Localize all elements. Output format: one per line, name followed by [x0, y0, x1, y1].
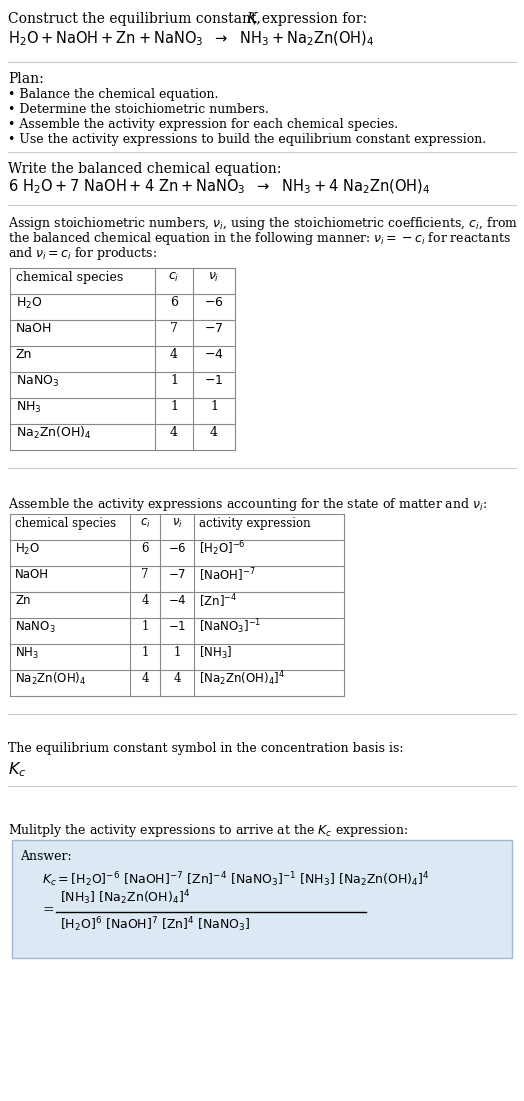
Text: • Balance the chemical equation.: • Balance the chemical equation. — [8, 88, 219, 101]
Text: Zn: Zn — [15, 595, 30, 608]
Text: Write the balanced chemical equation:: Write the balanced chemical equation: — [8, 162, 281, 176]
Text: 4: 4 — [170, 349, 178, 361]
Text: 1: 1 — [170, 401, 178, 414]
Text: • Use the activity expressions to build the equilibrium constant expression.: • Use the activity expressions to build … — [8, 133, 486, 146]
FancyBboxPatch shape — [10, 268, 235, 450]
Text: 4: 4 — [170, 426, 178, 439]
Text: NaOH: NaOH — [16, 323, 52, 336]
Text: $\mathregular{[Na_2Zn(OH)_4]^4}$: $\mathregular{[Na_2Zn(OH)_4]^4}$ — [199, 669, 285, 688]
Text: $-7$: $-7$ — [204, 323, 224, 336]
Text: Assign stoichiometric numbers, $\nu_i$, using the stoichiometric coefficients, $: Assign stoichiometric numbers, $\nu_i$, … — [8, 215, 518, 232]
Text: The equilibrium constant symbol in the concentration basis is:: The equilibrium constant symbol in the c… — [8, 742, 403, 755]
Text: $\mathregular{Na_2Zn(OH)_4}$: $\mathregular{Na_2Zn(OH)_4}$ — [15, 671, 86, 687]
Text: $-6$: $-6$ — [204, 296, 224, 309]
Text: $-6$: $-6$ — [168, 543, 187, 556]
Text: $\mathregular{[NH_3]}$: $\mathregular{[NH_3]}$ — [199, 645, 233, 661]
Text: Mulitply the activity expressions to arrive at the $K_c$ expression:: Mulitply the activity expressions to arr… — [8, 822, 408, 839]
Text: $\mathregular{NH_3}$: $\mathregular{NH_3}$ — [15, 645, 39, 661]
Text: =: = — [42, 903, 53, 917]
Text: NaOH: NaOH — [15, 568, 49, 581]
Text: $\mathregular{NaNO_3}$: $\mathregular{NaNO_3}$ — [15, 620, 56, 634]
Text: $\mathregular{Na_2Zn(OH)_4}$: $\mathregular{Na_2Zn(OH)_4}$ — [16, 425, 92, 442]
Text: 7: 7 — [170, 323, 178, 336]
Text: chemical species: chemical species — [16, 271, 123, 283]
Text: $\mathregular{6\ H_2O + 7\ NaOH + 4\ Zn + NaNO_3}$  $\mathregular{\rightarrow}$ : $\mathregular{6\ H_2O + 7\ NaOH + 4\ Zn … — [8, 178, 431, 196]
Text: 4: 4 — [141, 595, 149, 608]
Text: 6: 6 — [141, 543, 149, 556]
Text: • Assemble the activity expression for each chemical species.: • Assemble the activity expression for e… — [8, 118, 398, 131]
Text: $\nu_i$: $\nu_i$ — [209, 271, 220, 284]
Text: Zn: Zn — [16, 349, 32, 361]
FancyBboxPatch shape — [10, 514, 344, 696]
Text: $[\mathrm{NH_3}]\ [\mathrm{Na_2Zn(OH)_4}]^{4}$: $[\mathrm{NH_3}]\ [\mathrm{Na_2Zn(OH)_4}… — [60, 889, 190, 907]
Text: $\mathregular{H_2O + NaOH + Zn + NaNO_3}$  $\mathregular{\rightarrow}$  $\mathre: $\mathregular{H_2O + NaOH + Zn + NaNO_3}… — [8, 30, 375, 48]
Text: $\mathregular{[NaOH]^{-7}}$: $\mathregular{[NaOH]^{-7}}$ — [199, 566, 256, 584]
Text: $-1$: $-1$ — [168, 621, 186, 633]
Text: Assemble the activity expressions accounting for the state of matter and $\nu_i$: Assemble the activity expressions accoun… — [8, 495, 487, 513]
Text: $\mathregular{[H_2O]^{-6}}$: $\mathregular{[H_2O]^{-6}}$ — [199, 539, 246, 558]
Text: 1: 1 — [170, 374, 178, 388]
Text: $\nu_i$: $\nu_i$ — [171, 516, 182, 530]
Text: $-1$: $-1$ — [204, 374, 224, 388]
Text: Plan:: Plan: — [8, 72, 43, 86]
Text: , expression for:: , expression for: — [253, 12, 367, 26]
Text: $-7$: $-7$ — [168, 568, 186, 581]
Text: $\mathregular{H_2O}$: $\mathregular{H_2O}$ — [16, 295, 42, 310]
Text: 1: 1 — [173, 646, 181, 659]
Text: $\mathregular{[Zn]^{-4}}$: $\mathregular{[Zn]^{-4}}$ — [199, 592, 237, 610]
Text: Answer:: Answer: — [20, 850, 72, 863]
FancyBboxPatch shape — [12, 840, 512, 958]
Text: 4: 4 — [141, 673, 149, 686]
Text: $-4$: $-4$ — [168, 595, 187, 608]
Text: $K_c$: $K_c$ — [8, 760, 26, 778]
Text: activity expression: activity expression — [199, 516, 311, 530]
Text: $[\mathrm{H_2O}]^{6}\ [\mathrm{NaOH}]^{7}\ [\mathrm{Zn}]^{4}\ [\mathrm{NaNO_3}]$: $[\mathrm{H_2O}]^{6}\ [\mathrm{NaOH}]^{7… — [60, 915, 250, 934]
Text: 1: 1 — [141, 646, 149, 659]
Text: 6: 6 — [170, 296, 178, 309]
Text: 1: 1 — [210, 401, 218, 414]
Text: $c_i$: $c_i$ — [168, 271, 180, 284]
Text: $-4$: $-4$ — [204, 349, 224, 361]
Text: chemical species: chemical species — [15, 516, 116, 530]
Text: $\mathregular{[NaNO_3]^{-1}}$: $\mathregular{[NaNO_3]^{-1}}$ — [199, 618, 261, 636]
Text: Construct the equilibrium constant,: Construct the equilibrium constant, — [8, 12, 265, 26]
Text: the balanced chemical equation in the following manner: $\nu_i = -c_i$ for react: the balanced chemical equation in the fo… — [8, 230, 511, 247]
Text: 7: 7 — [141, 568, 149, 581]
Text: $\mathregular{H_2O}$: $\mathregular{H_2O}$ — [15, 542, 40, 556]
Text: • Determine the stoichiometric numbers.: • Determine the stoichiometric numbers. — [8, 103, 269, 116]
Text: and $\nu_i = c_i$ for products:: and $\nu_i = c_i$ for products: — [8, 246, 157, 262]
Text: $\mathregular{NH_3}$: $\mathregular{NH_3}$ — [16, 400, 42, 415]
Text: 4: 4 — [173, 673, 181, 686]
Text: $c_i$: $c_i$ — [139, 516, 150, 530]
Text: 4: 4 — [210, 426, 218, 439]
Text: K: K — [246, 12, 256, 26]
Text: $K_c = [\mathrm{H_2O}]^{-6}\ [\mathrm{NaOH}]^{-7}\ [\mathrm{Zn}]^{-4}\ [\mathrm{: $K_c = [\mathrm{H_2O}]^{-6}\ [\mathrm{Na… — [42, 870, 430, 889]
Text: 1: 1 — [141, 621, 149, 633]
Text: $\mathregular{NaNO_3}$: $\mathregular{NaNO_3}$ — [16, 373, 59, 389]
